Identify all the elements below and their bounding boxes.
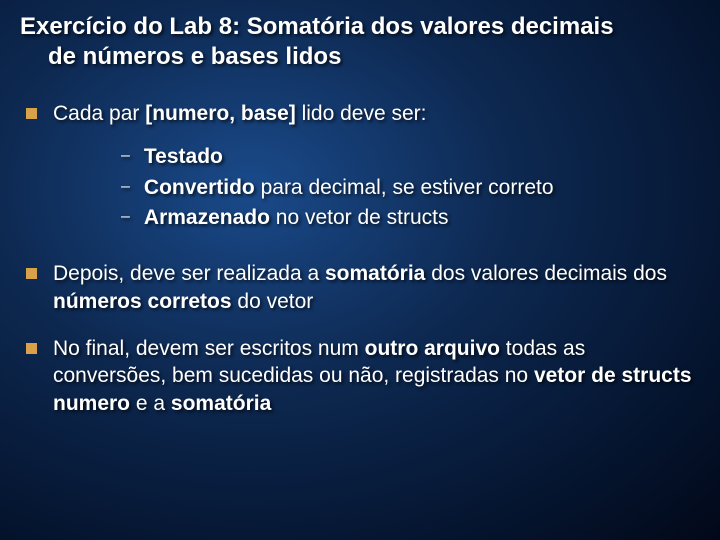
- text-segment: no vetor de structs: [270, 206, 449, 229]
- text-bold: somatória: [325, 262, 425, 285]
- sub-bullet-item: – Testado: [97, 143, 700, 171]
- text-bold: [numero, base]: [145, 102, 296, 125]
- text-segment: Cada par: [53, 102, 145, 125]
- text-segment: do vetor: [232, 290, 314, 313]
- text-bold: Armazenado: [144, 206, 270, 229]
- title-line-2: de números e bases lidos: [20, 42, 700, 72]
- title-line-1: Exercício do Lab 8: Somatória dos valore…: [20, 13, 614, 40]
- sub-bullet-text: Armazenado no vetor de structs: [144, 204, 449, 232]
- sub-bullet-text: Convertido para decimal, se estiver corr…: [144, 174, 554, 202]
- square-bullet-icon: [26, 108, 37, 119]
- bullet-item: No final, devem ser escritos num outro a…: [20, 335, 700, 417]
- sub-bullet-item: – Convertido para decimal, se estiver co…: [97, 174, 700, 202]
- sub-bullet-list: – Testado – Convertido para decimal, se …: [97, 143, 700, 232]
- text-segment: e a: [130, 392, 171, 415]
- dash-icon: –: [121, 145, 130, 167]
- square-bullet-icon: [26, 343, 37, 354]
- text-segment: para decimal, se estiver correto: [255, 176, 554, 199]
- bullet-text: Depois, deve ser realizada a somatória d…: [53, 260, 700, 315]
- text-bold: números corretos: [53, 290, 232, 313]
- text-bold: Convertido: [144, 176, 255, 199]
- dash-icon: –: [121, 176, 130, 198]
- square-bullet-icon: [26, 268, 37, 279]
- sub-bullet-item: – Armazenado no vetor de structs: [97, 204, 700, 232]
- bullet-text: No final, devem ser escritos num outro a…: [53, 335, 700, 417]
- text-segment: dos valores decimais dos: [425, 262, 667, 285]
- text-bold: somatória: [171, 392, 271, 415]
- text-segment: No final, devem ser escritos num: [53, 337, 365, 360]
- dash-icon: –: [121, 206, 130, 228]
- bullet-list: Cada par [numero, base] lido deve ser: –…: [20, 100, 700, 417]
- text-bold: Testado: [144, 145, 223, 168]
- slide-title: Exercício do Lab 8: Somatória dos valore…: [20, 12, 700, 72]
- sub-bullet-text: Testado: [144, 143, 223, 171]
- text-bold: outro arquivo: [365, 337, 500, 360]
- text-segment: Depois, deve ser realizada a: [53, 262, 325, 285]
- bullet-text: Cada par [numero, base] lido deve ser: –…: [53, 100, 700, 240]
- bullet-item: Cada par [numero, base] lido deve ser: –…: [20, 100, 700, 240]
- text-segment: lido deve ser:: [296, 102, 427, 125]
- bullet-item: Depois, deve ser realizada a somatória d…: [20, 260, 700, 315]
